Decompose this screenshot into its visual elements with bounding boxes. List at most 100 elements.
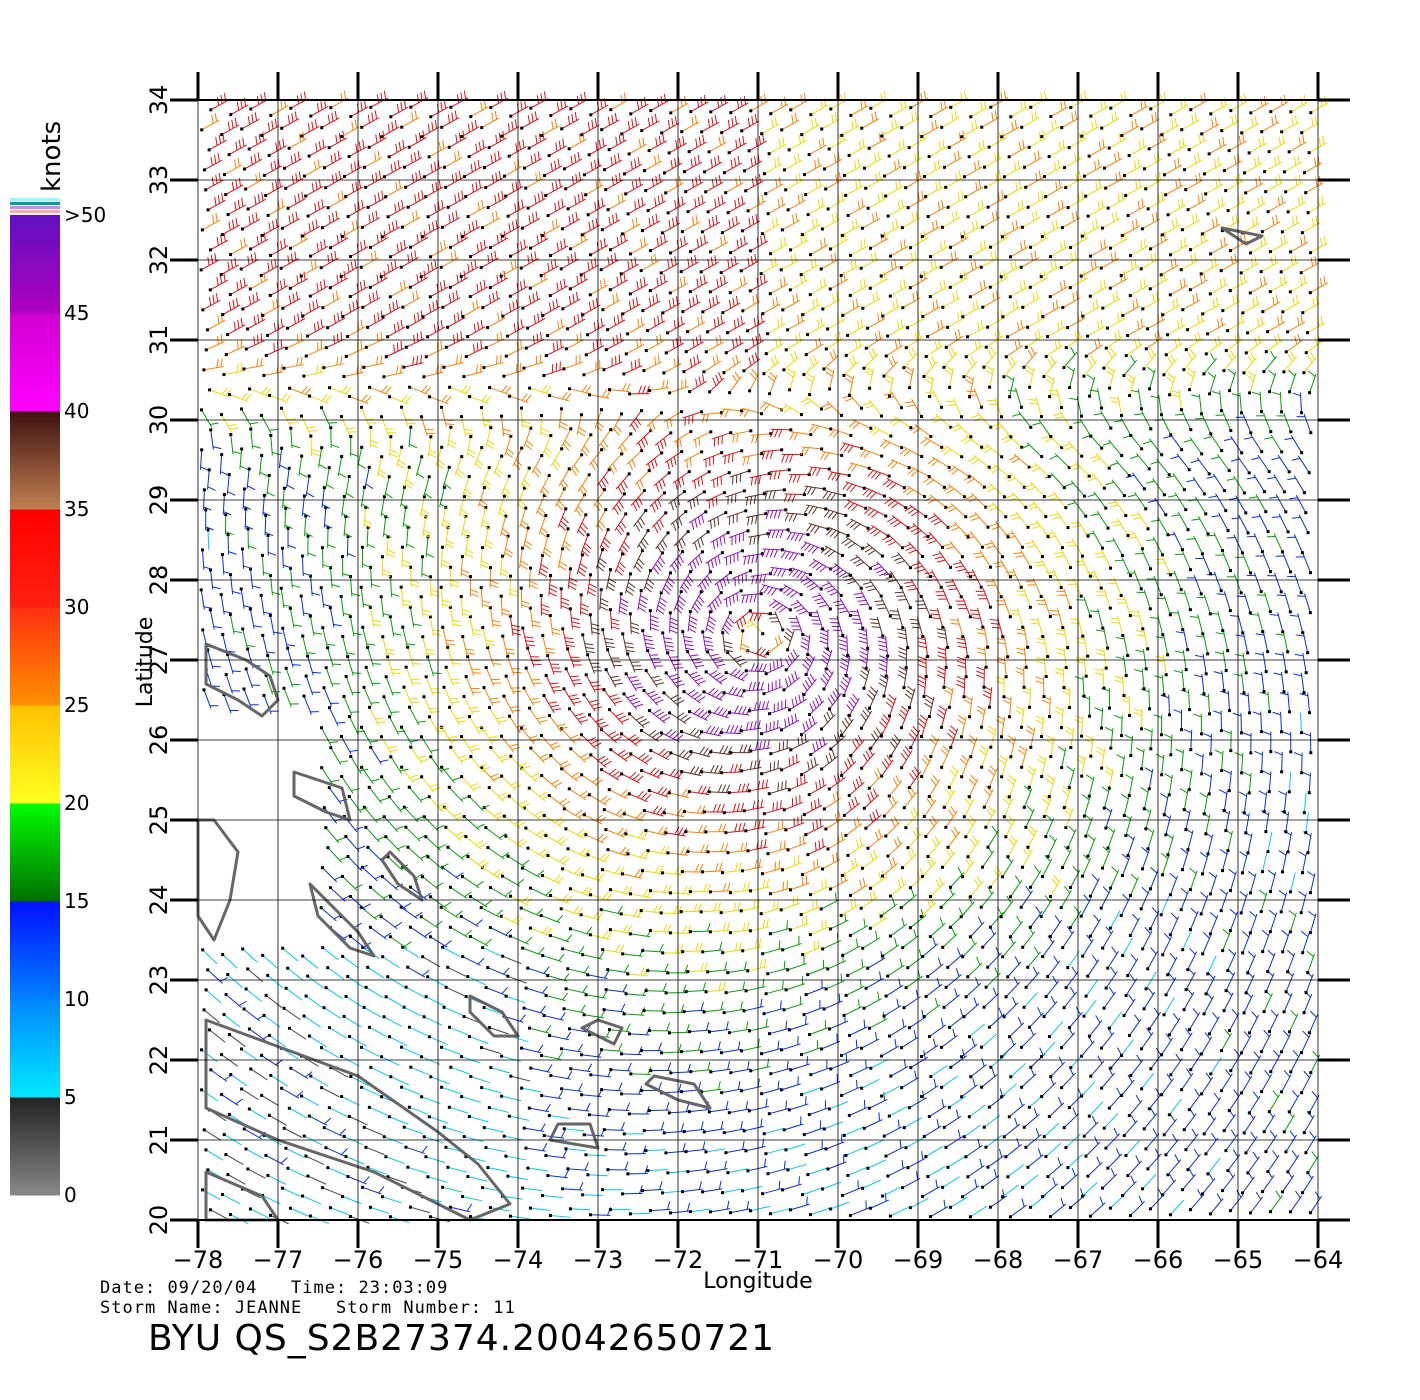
wind-barb	[681, 864, 703, 873]
wind-barb	[384, 180, 403, 198]
wind-barb	[668, 711, 691, 723]
wind-barb	[581, 298, 600, 316]
wind-barb	[841, 858, 859, 877]
wind-barb	[422, 364, 443, 378]
wind-barb	[1040, 120, 1059, 138]
wind-barb	[406, 526, 414, 548]
wind-barb	[1204, 434, 1223, 452]
wind-barb	[442, 686, 459, 706]
wind-barb	[1306, 951, 1314, 974]
wind-barb	[1022, 443, 1044, 458]
wind-barb	[305, 675, 321, 695]
wind-barb	[584, 178, 603, 196]
wind-barb	[663, 808, 686, 817]
wind-barb	[309, 575, 320, 596]
wind-barb	[569, 887, 592, 896]
wind-barb	[1066, 951, 1079, 969]
wind-barb	[621, 870, 644, 879]
wind-barb	[340, 415, 357, 435]
wind-barb	[1100, 1068, 1115, 1090]
wind-barb	[540, 774, 562, 788]
wind-barb	[480, 906, 503, 917]
wind-barb	[1082, 433, 1103, 450]
wind-barb	[1116, 597, 1131, 617]
wind-barb	[280, 587, 292, 608]
wind-barb	[669, 611, 678, 633]
wind-barb	[667, 196, 686, 214]
wind-barb	[420, 1095, 440, 1103]
wind-barb	[1040, 260, 1059, 278]
wind-barb	[1303, 991, 1312, 1014]
wind-barb	[597, 468, 611, 490]
wind-barb	[1288, 135, 1307, 153]
wind-barb	[968, 1105, 986, 1118]
wind-barb	[229, 238, 248, 256]
wind-barb	[869, 426, 892, 437]
wind-barb	[999, 755, 1008, 778]
wind-barb	[929, 240, 948, 258]
wind-barb	[968, 775, 978, 798]
wind-barb	[621, 1185, 642, 1195]
wind-barb	[1061, 291, 1080, 309]
wind-barb	[406, 646, 421, 667]
wind-barb	[1067, 366, 1075, 389]
wind-barb	[543, 434, 552, 457]
wind-barb	[889, 1207, 909, 1217]
wind-barb	[269, 434, 280, 455]
wind-barb	[787, 532, 809, 542]
y-tick-label: 24	[145, 885, 173, 916]
wind-barb	[809, 559, 832, 572]
wind-barb	[261, 299, 280, 317]
wind-barb	[727, 196, 746, 214]
wind-barb	[1083, 1000, 1097, 1017]
wind-barb	[768, 372, 777, 395]
wind-barb	[722, 611, 734, 634]
wind-barb	[723, 589, 742, 607]
wind-barb	[200, 1088, 218, 1101]
wind-barb	[369, 746, 388, 764]
wind-barb	[560, 727, 581, 743]
wind-barb	[389, 575, 400, 596]
wind-barb	[1075, 676, 1086, 697]
wind-barb	[517, 487, 526, 510]
wind-barb	[600, 1083, 622, 1091]
wind-barb	[1308, 911, 1316, 934]
wind-barb	[305, 340, 325, 357]
wind-barb	[545, 993, 568, 1001]
wind-barb	[680, 903, 701, 913]
wind-barb	[842, 393, 863, 410]
wind-barb	[809, 879, 829, 896]
wind-barb	[1065, 967, 1079, 989]
wind-barb	[287, 527, 296, 549]
wind-barb	[623, 812, 646, 821]
wind-barb	[1266, 315, 1285, 333]
wind-barb	[541, 1194, 562, 1197]
wind-barb	[521, 291, 540, 309]
wind-barb	[506, 319, 525, 337]
wind-barb	[1280, 1070, 1291, 1093]
wind-barb	[200, 253, 219, 271]
wind-barb	[828, 472, 851, 481]
wind-barb	[905, 399, 923, 418]
wind-barb	[928, 514, 949, 529]
wind-barb	[386, 975, 405, 987]
wind-barb	[615, 552, 625, 575]
wind-barb	[247, 467, 255, 489]
wind-barb	[766, 1161, 787, 1175]
wind-barb	[267, 199, 286, 217]
wind-barb	[403, 1126, 423, 1134]
wind-barb	[360, 406, 376, 426]
wind-barb	[888, 139, 907, 157]
wind-barb	[1004, 180, 1023, 198]
wind-barb	[984, 483, 1006, 498]
wind-barb	[561, 867, 584, 876]
wind-barb	[241, 547, 252, 568]
wind-barb	[306, 1175, 326, 1185]
wind-barb	[968, 735, 977, 758]
wind-barb	[704, 824, 725, 834]
wind-barb	[1211, 454, 1231, 472]
wind-barb	[577, 553, 587, 576]
wind-barb	[720, 764, 741, 774]
wind-barb	[201, 293, 220, 311]
wind-barb	[1266, 950, 1275, 973]
